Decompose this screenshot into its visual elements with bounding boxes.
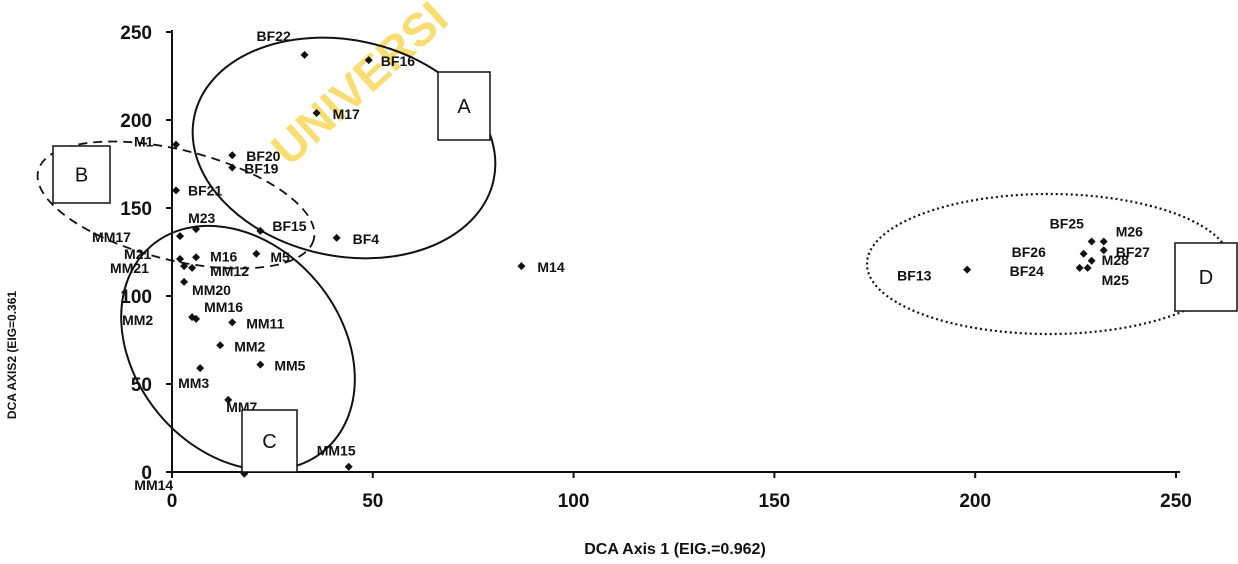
point-label-mm15: MM15	[317, 443, 356, 459]
point-label-bf26: BF26	[1012, 244, 1046, 260]
point-label-bf21: BF21	[188, 182, 222, 198]
point-label-bf24: BF24	[1010, 263, 1044, 279]
group-c-ellipse	[120, 224, 356, 472]
group-c-label: C	[262, 431, 276, 453]
group-c-box	[241, 409, 298, 473]
point-label-mm16: MM16	[204, 299, 243, 315]
point-marker-mm3	[196, 364, 205, 373]
point-marker-bf24	[1075, 263, 1084, 272]
y-tick-label: 0	[141, 463, 152, 484]
y-tick-label: 250	[120, 23, 152, 44]
point-marker-m16	[192, 253, 201, 262]
point-marker-bf16	[364, 56, 373, 65]
point-label-mm3: MM3	[178, 375, 209, 391]
point-marker-mm7	[224, 395, 233, 404]
point-label-m1: M1	[134, 134, 154, 150]
group-b-ellipse	[36, 140, 316, 270]
group-b-box	[52, 145, 111, 204]
group-d-label: D	[1199, 267, 1213, 289]
point-marker-m14	[517, 262, 526, 271]
point-marker-mm5	[256, 360, 265, 369]
point-marker-m17	[312, 108, 321, 117]
x-tick-label: 0	[167, 491, 178, 512]
point-label-m26: M26	[1116, 223, 1143, 239]
point-label-m16: M16	[210, 248, 237, 264]
group-a-label: A	[457, 96, 471, 118]
point-label-mm20: MM20	[192, 282, 231, 298]
point-label-mm21: MM21	[110, 260, 149, 276]
point-label-bf13: BF13	[897, 268, 931, 284]
y-tick-label: 100	[120, 287, 152, 308]
y-tick-label: 200	[120, 111, 152, 132]
point-label-bf19: BF19	[244, 161, 278, 177]
point-marker-m26	[1099, 237, 1108, 246]
point-marker-bf19	[228, 163, 237, 172]
point-label-bf27: BF27	[1116, 244, 1150, 260]
point-marker-bf27	[1099, 246, 1108, 255]
point-marker-mm2	[192, 314, 201, 323]
point-marker-mm2	[216, 341, 225, 350]
watermark-text: UNIVERSI	[261, 0, 457, 175]
point-marker-bf15	[256, 226, 265, 235]
x-axis-title: DCA Axis 1 (EIG.=0.962)	[584, 541, 766, 558]
x-tick-label: 100	[558, 491, 590, 512]
point-marker-mm20	[180, 277, 189, 286]
point-label-mm11: MM11	[246, 315, 284, 331]
x-tick-label: 200	[959, 491, 991, 512]
point-marker-m21	[176, 255, 185, 264]
group-b-label: B	[75, 165, 88, 187]
point-label-m14: M14	[537, 259, 564, 275]
group-a-ellipse	[191, 36, 497, 260]
point-label-mm2: MM2	[122, 312, 153, 328]
point-label-m21: M21	[124, 246, 151, 262]
point-label-m28: M28	[1102, 252, 1129, 268]
point-marker-m25	[1083, 263, 1092, 272]
point-marker-mm17	[176, 232, 185, 241]
y-axis-title: DCA AXIS2 (EIG=0.361	[5, 291, 19, 419]
point-label-m25: M25	[1102, 272, 1129, 288]
point-marker-bf26	[1079, 249, 1088, 258]
point-marker-bf22	[300, 50, 309, 59]
point-marker-m1	[172, 140, 181, 149]
point-marker-m28	[1087, 256, 1096, 265]
point-marker-bf20	[228, 151, 237, 160]
point-label-mm5: MM5	[274, 358, 305, 374]
point-label-bf20: BF20	[246, 148, 280, 164]
point-label-bf4: BF4	[353, 231, 380, 247]
point-marker-m23	[192, 225, 201, 234]
point-label-m5: M5	[270, 249, 290, 265]
point-label-mm2: MM2	[234, 338, 265, 354]
point-label-mm14: MM14	[134, 477, 173, 493]
point-marker-bf25	[1087, 237, 1096, 246]
x-tick-label: 250	[1160, 491, 1192, 512]
point-marker-mm21	[180, 262, 189, 271]
point-label-mm17: MM17	[92, 229, 131, 245]
point-label-bf15: BF15	[272, 218, 306, 234]
point-label-m23: M23	[188, 210, 215, 226]
x-tick-label: 150	[759, 491, 791, 512]
point-label-mm12: MM12	[210, 263, 249, 279]
point-marker-m5	[252, 249, 261, 258]
group-a-box	[437, 71, 491, 141]
x-tick-label: 50	[362, 491, 383, 512]
point-marker-bf13	[963, 265, 972, 274]
point-label-bf22: BF22	[257, 28, 291, 44]
group-d-box	[1174, 242, 1238, 312]
point-marker-mm12	[188, 263, 197, 272]
point-label-bf25: BF25	[1050, 215, 1084, 231]
point-marker-mm11	[228, 318, 237, 327]
point-marker-mm15	[344, 462, 353, 471]
y-tick-label: 150	[120, 199, 152, 220]
y-tick-label: 50	[131, 375, 152, 396]
point-label-m17: M17	[333, 106, 360, 122]
point-label-bf16: BF16	[381, 53, 415, 69]
point-marker-bf4	[332, 233, 341, 242]
point-marker-bf21	[172, 186, 181, 195]
